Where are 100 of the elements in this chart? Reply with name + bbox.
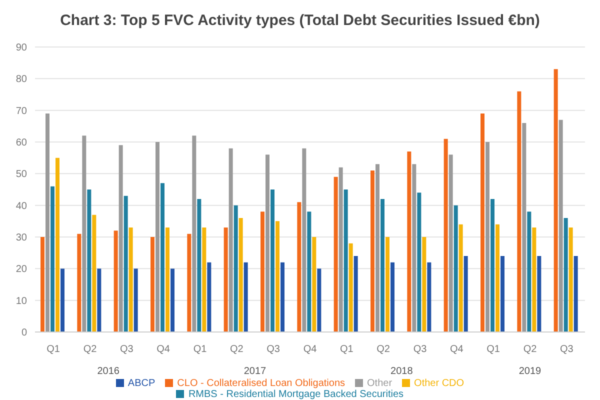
legend-label: Other CDO	[414, 378, 464, 389]
x-tick-label: Q3	[413, 344, 428, 355]
bar	[454, 205, 458, 332]
bar	[486, 142, 490, 332]
bar	[46, 114, 50, 332]
x-tick-label: Q3	[120, 344, 134, 355]
bar	[376, 164, 380, 332]
x-tick-label: Q1	[486, 344, 500, 355]
bar	[224, 228, 228, 332]
y-tick-label: 70	[16, 106, 28, 117]
y-tick-label: 90	[16, 42, 28, 54]
x-tick-label: Q4	[156, 344, 170, 355]
x-tick-label: Q1	[340, 344, 354, 355]
bar	[276, 221, 280, 332]
bar	[82, 136, 86, 332]
bar	[170, 268, 174, 332]
text: 2018	[390, 366, 414, 377]
bar	[297, 202, 302, 332]
bar	[490, 199, 494, 332]
bar	[334, 176, 338, 332]
y-tick-label: 40	[16, 200, 28, 212]
bar	[448, 154, 453, 332]
bar	[312, 237, 316, 332]
bar	[187, 234, 192, 332]
bar	[554, 69, 558, 332]
y-tick-label: 20	[16, 264, 28, 276]
bar	[202, 228, 206, 332]
bar	[266, 154, 270, 332]
bar	[197, 199, 202, 332]
x-tick-label: Q2	[230, 344, 244, 355]
bar	[517, 91, 522, 332]
y-tick-label: 80	[16, 74, 28, 86]
bar	[417, 192, 422, 332]
bar	[574, 256, 578, 332]
bar	[114, 230, 118, 332]
bar	[92, 214, 96, 332]
y-tick-label: 50	[16, 169, 28, 180]
bar	[380, 199, 384, 332]
bar	[118, 145, 123, 332]
bar	[234, 205, 238, 332]
bar	[128, 228, 133, 332]
text: 2016	[97, 366, 120, 377]
bar	[307, 212, 312, 332]
bar	[166, 228, 170, 332]
bar	[260, 212, 264, 332]
text: 2017	[244, 366, 267, 377]
bar	[87, 190, 92, 332]
bar	[386, 237, 390, 332]
bar	[354, 256, 358, 332]
bar	[370, 170, 374, 332]
x-tick-label: Q4	[303, 344, 318, 355]
legend-label: RMBS - Residential Mortgage Backed Securities	[188, 389, 404, 400]
x-tick-label: Q2	[376, 344, 390, 355]
bar	[422, 237, 426, 332]
bar	[564, 218, 568, 332]
bar	[344, 190, 348, 332]
bar	[444, 138, 448, 332]
bar	[228, 148, 233, 332]
bar	[500, 256, 504, 332]
bar	[40, 237, 44, 332]
y-tick-label: 0	[21, 328, 28, 339]
x-tick-label: Q2	[523, 344, 538, 355]
bar	[207, 262, 212, 332]
legend-label: CLO - Collateralised Loan Obligations	[177, 378, 346, 389]
bar	[270, 190, 274, 332]
bar	[480, 114, 484, 332]
bar	[537, 256, 542, 332]
bar	[532, 228, 536, 332]
bar	[280, 262, 284, 332]
x-tick-label: Q3	[560, 344, 574, 355]
x-tick-label: Q4	[450, 344, 464, 355]
y-tick-label: 10	[16, 296, 28, 307]
bar	[150, 237, 154, 332]
y-tick-label: 60	[16, 138, 28, 149]
x-tick-label: Q3	[266, 344, 280, 355]
bar	[407, 152, 412, 332]
bar	[238, 218, 243, 332]
bar	[50, 186, 54, 332]
bar	[338, 167, 343, 332]
x-tick-label: Q1	[193, 344, 208, 355]
bar	[244, 262, 248, 332]
bar	[60, 268, 64, 332]
bar	[558, 120, 563, 332]
bar	[496, 224, 500, 332]
bar	[156, 142, 160, 332]
x-tick-label: Q1	[46, 344, 60, 355]
bar	[390, 262, 394, 332]
chart-title: Chart 3: Top 5 FVC Activity types (Total Debt Securities Issued €bn)	[59, 11, 541, 31]
bar	[348, 243, 353, 332]
bar	[77, 234, 82, 332]
bar	[302, 148, 306, 332]
bar	[97, 268, 102, 332]
y-tick-label: 30	[16, 232, 28, 244]
bar	[427, 262, 432, 332]
bar	[458, 224, 463, 332]
bar	[464, 256, 468, 332]
bar	[124, 196, 128, 332]
bar	[412, 164, 416, 332]
bar	[317, 268, 322, 332]
bar	[527, 212, 532, 332]
